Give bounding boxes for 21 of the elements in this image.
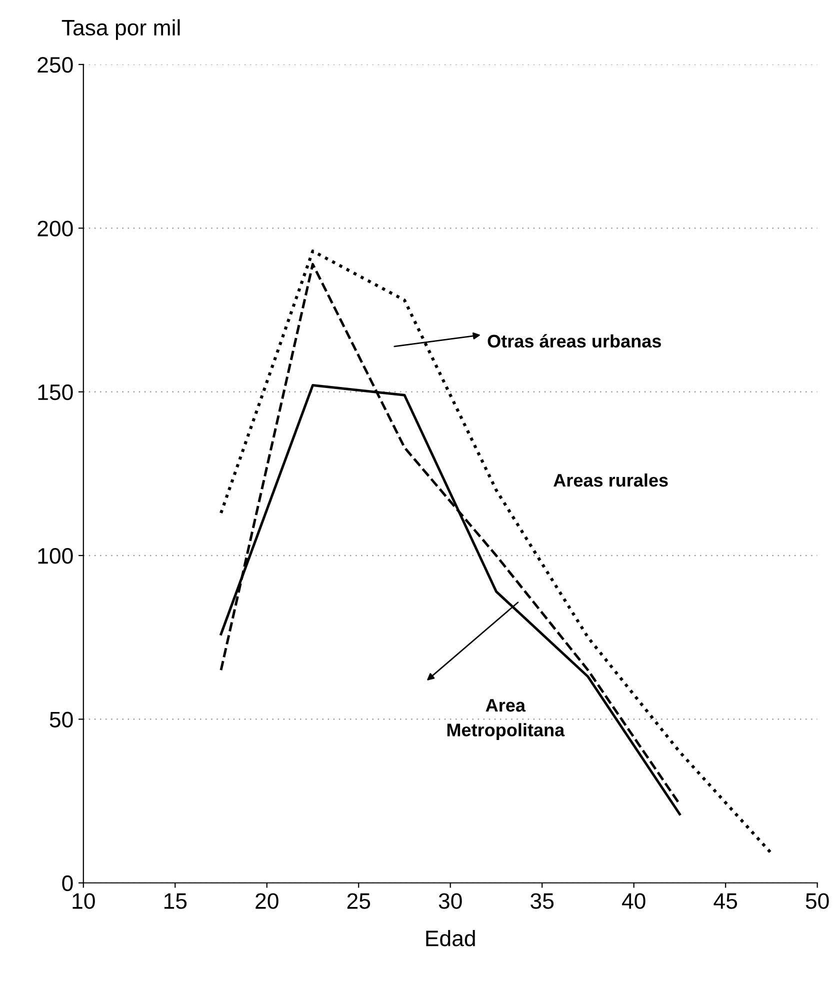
x-tick-label: 10	[72, 893, 95, 909]
line-series	[219, 250, 773, 855]
y-tick-label: 0	[62, 875, 73, 892]
legend-label: Area Metropolitana	[447, 699, 565, 740]
y-axis-title: Tasa por mil	[62, 19, 180, 40]
x-axis-title: Edad	[426, 930, 475, 946]
x-tick-label: 15	[164, 893, 187, 909]
y-tick-label: 100	[38, 548, 73, 564]
x-tick-label: 25	[347, 893, 370, 909]
x-tick-label: 35	[530, 893, 554, 909]
y-tick-label: 200	[38, 220, 73, 236]
x-tick-label: 30	[438, 893, 462, 909]
x-tick-label: 20	[256, 893, 278, 909]
legend-label: Otras áreas urbanas	[488, 334, 661, 348]
y-tick-label: 150	[38, 384, 73, 400]
x-tick-label: 50	[806, 893, 829, 909]
x-tick-label: 45	[714, 893, 738, 909]
x-tick-label: 40	[622, 893, 646, 909]
y-tick-label: 50	[50, 712, 73, 728]
text: Areas rurales	[554, 473, 668, 487]
y-tick-label: 250	[38, 57, 73, 73]
